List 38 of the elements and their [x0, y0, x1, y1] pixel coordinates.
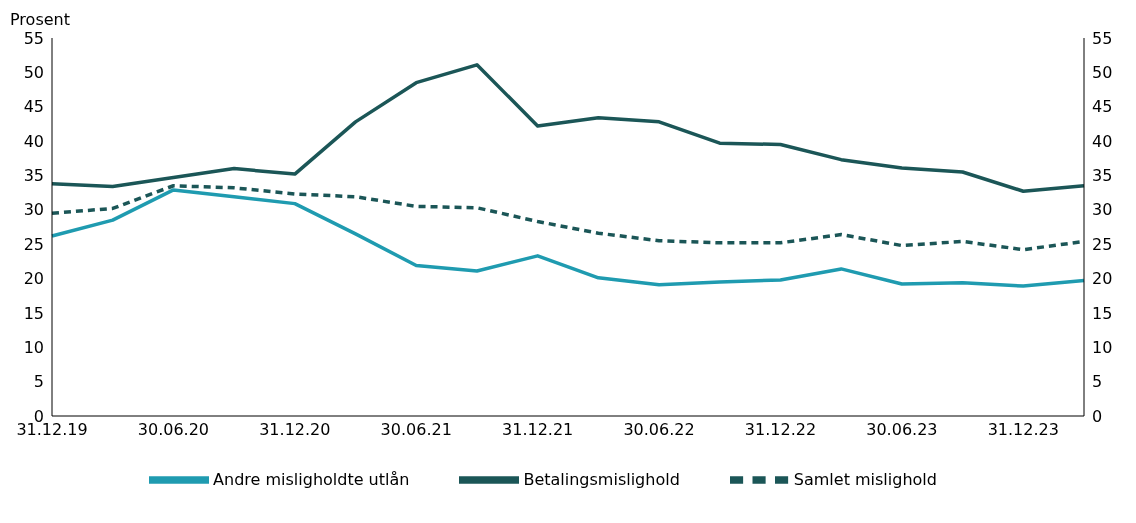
y-tick-label: 15	[23, 303, 44, 323]
y2-tick-label: 45	[1092, 97, 1113, 117]
x-tick-label: 31.12.22	[744, 420, 817, 440]
y2-tick-label: 20	[1092, 269, 1113, 289]
y2-tick-label: 5	[1092, 372, 1103, 392]
y2-tick-label: 50	[1092, 63, 1113, 83]
x-tick-label: 31.12.21	[502, 420, 574, 440]
y-tick-label: 55	[23, 28, 44, 48]
x-tick-label: 30.06.20	[137, 420, 210, 440]
y2-tick-label: 0	[1092, 406, 1103, 426]
line-series	[50, 63, 1086, 194]
y-tick-label: 50	[23, 63, 44, 83]
x-tick-label: 30.06.22	[623, 420, 695, 440]
y2-tick-label: 10	[1092, 337, 1113, 357]
y-axis-title: Prosent	[10, 10, 70, 29]
y2-tick-label: 40	[1092, 131, 1113, 151]
y-tick-label: 40	[23, 131, 44, 151]
y-tick-label: 35	[23, 166, 44, 186]
y2-tick-label: 25	[1092, 234, 1113, 254]
line-series	[50, 188, 1086, 288]
y-tick-label: 0	[33, 406, 44, 426]
legend-label: Betalingsmislighold	[523, 469, 680, 489]
y-tick-label: 45	[23, 97, 44, 117]
y-tick-label: 10	[23, 337, 44, 357]
y2-tick-label: 35	[1092, 166, 1113, 186]
y2-tick-label: 30	[1092, 200, 1113, 220]
x-tick-label: 30.06.21	[380, 420, 452, 440]
legend-label: Andre misligholdte utlån	[213, 469, 410, 489]
y2-tick-label: 15	[1092, 303, 1113, 323]
x-tick-label: 31.12.20	[259, 420, 331, 440]
x-tick-label: 30.06.23	[866, 420, 938, 440]
y-tick-label: 30	[23, 200, 44, 220]
y-tick-label: 5	[33, 372, 44, 392]
legend-label: Samlet mislighold	[793, 469, 937, 489]
y-tick-label: 20	[23, 269, 44, 289]
y2-tick-label: 55	[1092, 28, 1113, 48]
x-tick-label: 31.12.23	[987, 420, 1059, 440]
y-tick-label: 25	[23, 234, 44, 254]
